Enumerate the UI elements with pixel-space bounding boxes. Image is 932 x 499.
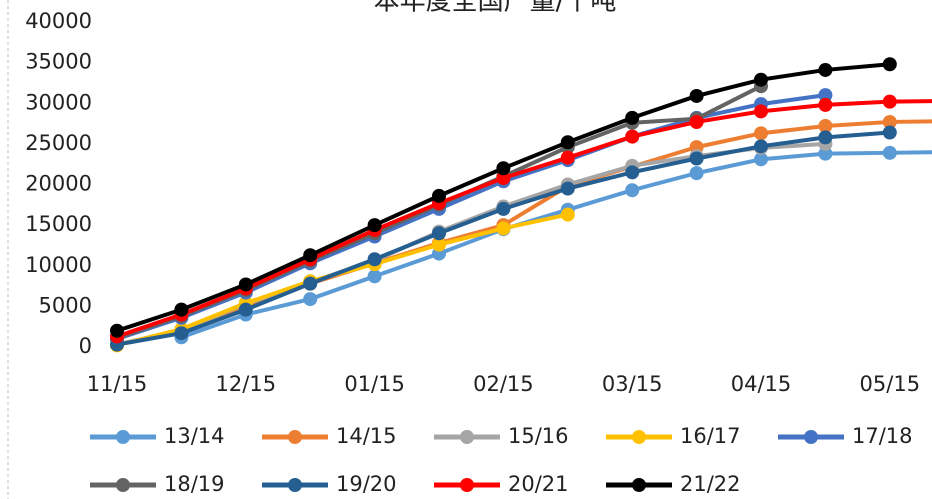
- x-tick-label: 02/15: [473, 372, 534, 396]
- legend-marker: [116, 478, 130, 492]
- legend-label: 16/17: [680, 424, 741, 448]
- x-tick-label: 04/15: [731, 372, 792, 396]
- data-point: [754, 139, 768, 154]
- series-line: [180, 150, 932, 340]
- data-point: [882, 114, 897, 129]
- y-tick-label: 5000: [39, 293, 92, 317]
- legend-marker: [460, 478, 474, 492]
- data-point: [882, 125, 897, 140]
- x-tick-label: 05/15: [860, 372, 921, 396]
- data-point: [174, 302, 189, 317]
- legend-marker: [460, 430, 474, 444]
- data-point: [303, 292, 318, 307]
- y-tick-label: 15000: [25, 212, 92, 236]
- data-point: [560, 181, 575, 196]
- legend-label: 15/16: [508, 424, 569, 448]
- series-line: [116, 93, 826, 341]
- legend-label: 14/15: [336, 424, 397, 448]
- data-point: [882, 57, 897, 72]
- legend-label: 18/19: [164, 472, 225, 496]
- x-tick-label: 03/15: [602, 372, 663, 396]
- y-tick-label: 0: [79, 334, 92, 358]
- data-point: [818, 130, 833, 145]
- data-point: [367, 269, 382, 284]
- data-point: [367, 252, 382, 267]
- data-point: [367, 218, 382, 233]
- y-tick-label: 30000: [25, 90, 92, 114]
- y-tick-label: 20000: [25, 172, 92, 196]
- x-tick-label: 01/15: [344, 372, 405, 396]
- data-point: [882, 145, 897, 160]
- legend-label: 20/21: [508, 472, 569, 496]
- data-point: [238, 277, 253, 292]
- legend-marker: [288, 478, 302, 492]
- series-line: [116, 141, 826, 347]
- y-tick-label: 10000: [25, 253, 92, 277]
- data-point: [303, 276, 318, 291]
- data-point: [110, 323, 124, 338]
- data-point: [818, 97, 833, 112]
- data-point: [818, 62, 833, 77]
- legend-marker: [632, 478, 646, 492]
- data-point: [560, 135, 575, 150]
- data-point: [754, 104, 768, 119]
- data-point: [625, 165, 640, 180]
- data-point: [432, 226, 446, 241]
- x-tick-label: 11/15: [87, 372, 148, 396]
- data-point: [754, 72, 768, 87]
- data-point: [496, 201, 511, 216]
- data-point: [689, 166, 704, 181]
- legend-label: 17/18: [852, 424, 913, 448]
- legend: 13/14 14/15 15/16 16/17 17/18 18/19 19/20 20/21…: [90, 424, 913, 496]
- plot: 0 5000 10000 15000 20000 25000 30000 35000 40000…: [25, 9, 932, 396]
- x-tick-label: 12/15: [216, 372, 277, 396]
- data-point: [818, 119, 833, 133]
- data-point: [882, 94, 897, 109]
- legend-marker: [632, 430, 646, 444]
- data-point: [818, 88, 833, 103]
- legend-label: 19/20: [336, 472, 397, 496]
- data-point: [238, 302, 253, 317]
- legend-label: 13/14: [164, 424, 225, 448]
- data-point: [689, 88, 704, 103]
- legend-marker: [288, 430, 302, 444]
- data-point: [818, 146, 833, 161]
- data-point: [625, 110, 640, 125]
- data-point: [303, 248, 318, 263]
- data-point: [625, 183, 640, 198]
- data-point: [689, 151, 704, 166]
- data-point: [432, 237, 446, 252]
- data-point: [754, 126, 768, 141]
- data-point: [496, 171, 511, 185]
- chart-title: 本年度全国产量/千吨: [374, 0, 617, 17]
- y-tick-label: 25000: [25, 131, 92, 155]
- legend-marker: [804, 430, 818, 444]
- y-tick-label: 35000: [25, 50, 92, 74]
- series-line: [116, 99, 932, 339]
- data-point: [560, 150, 575, 165]
- data-point: [689, 114, 704, 129]
- series-line: [116, 119, 932, 347]
- legend-label: 21/22: [680, 472, 741, 496]
- data-point: [625, 129, 640, 144]
- data-point: [496, 221, 511, 236]
- data-point: [432, 188, 446, 203]
- data-point: [496, 161, 511, 176]
- data-point: [174, 326, 189, 341]
- data-point: [560, 207, 575, 222]
- y-tick-label: 40000: [25, 9, 92, 33]
- data-point: [754, 152, 768, 167]
- legend-marker: [116, 430, 130, 444]
